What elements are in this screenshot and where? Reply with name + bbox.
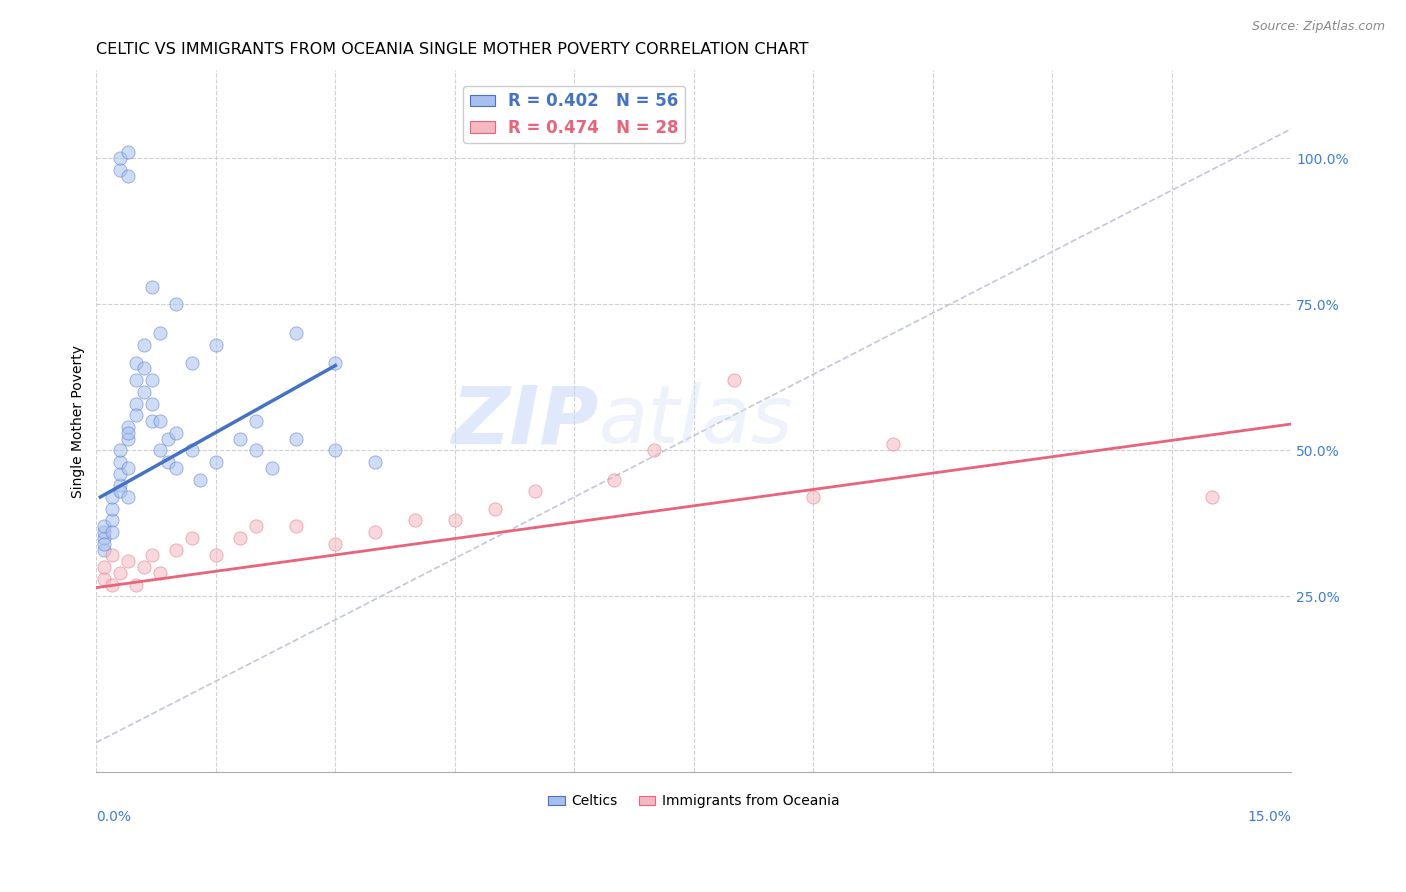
- Point: [134, 361, 156, 376]
- Point: [404, 513, 426, 527]
- Point: [149, 326, 172, 341]
- Point: [484, 501, 506, 516]
- Point: [125, 356, 148, 370]
- Point: [101, 549, 124, 563]
- Point: [117, 420, 139, 434]
- Point: [101, 525, 124, 540]
- Point: [245, 443, 267, 458]
- Point: [101, 577, 124, 591]
- Point: [165, 542, 187, 557]
- Point: [149, 414, 172, 428]
- Point: [149, 566, 172, 580]
- Point: [125, 577, 148, 591]
- Point: [205, 338, 228, 352]
- Point: [117, 460, 139, 475]
- Text: 15.0%: 15.0%: [1247, 810, 1291, 824]
- Point: [643, 443, 665, 458]
- Point: [325, 537, 347, 551]
- Point: [165, 425, 187, 440]
- Point: [245, 519, 267, 533]
- Point: [125, 408, 148, 422]
- Point: [364, 455, 387, 469]
- Point: [117, 145, 139, 160]
- Point: [110, 566, 132, 580]
- Point: [141, 396, 163, 410]
- Point: [205, 549, 228, 563]
- Point: [134, 338, 156, 352]
- Point: [101, 513, 124, 527]
- Point: [157, 455, 180, 469]
- Point: [284, 432, 307, 446]
- Point: [188, 473, 211, 487]
- Point: [93, 542, 115, 557]
- Text: ZIP: ZIP: [451, 382, 598, 460]
- Point: [117, 425, 139, 440]
- Point: [149, 443, 172, 458]
- Point: [141, 373, 163, 387]
- Text: CELTIC VS IMMIGRANTS FROM OCEANIA SINGLE MOTHER POVERTY CORRELATION CHART: CELTIC VS IMMIGRANTS FROM OCEANIA SINGLE…: [97, 42, 808, 57]
- Point: [93, 531, 115, 545]
- Point: [101, 501, 124, 516]
- Point: [181, 443, 204, 458]
- Point: [364, 525, 387, 540]
- Point: [117, 432, 139, 446]
- Point: [181, 356, 204, 370]
- Point: [523, 484, 546, 499]
- Point: [1201, 490, 1223, 504]
- Point: [205, 455, 228, 469]
- Point: [93, 572, 115, 586]
- Point: [325, 356, 347, 370]
- Point: [603, 473, 626, 487]
- Point: [229, 432, 252, 446]
- Point: [110, 151, 132, 165]
- Point: [260, 460, 283, 475]
- Point: [110, 455, 132, 469]
- Point: [93, 525, 115, 540]
- Point: [110, 478, 132, 492]
- Point: [101, 490, 124, 504]
- Point: [157, 432, 180, 446]
- Point: [801, 490, 824, 504]
- Point: [444, 513, 467, 527]
- Point: [117, 490, 139, 504]
- Point: [325, 443, 347, 458]
- Point: [165, 297, 187, 311]
- Point: [93, 560, 115, 574]
- Point: [141, 549, 163, 563]
- Point: [141, 279, 163, 293]
- Point: [125, 396, 148, 410]
- Point: [181, 531, 204, 545]
- Point: [165, 460, 187, 475]
- Point: [93, 519, 115, 533]
- Point: [723, 373, 745, 387]
- Point: [284, 326, 307, 341]
- Text: Source: ZipAtlas.com: Source: ZipAtlas.com: [1251, 20, 1385, 33]
- Point: [229, 531, 252, 545]
- Point: [125, 373, 148, 387]
- Point: [110, 467, 132, 481]
- Point: [110, 443, 132, 458]
- Text: atlas: atlas: [598, 382, 793, 460]
- Point: [882, 437, 904, 451]
- Point: [284, 519, 307, 533]
- Legend: R = 0.402   N = 56, R = 0.474   N = 28: R = 0.402 N = 56, R = 0.474 N = 28: [463, 86, 685, 144]
- Point: [134, 384, 156, 399]
- Point: [117, 554, 139, 568]
- Point: [110, 484, 132, 499]
- Text: 0.0%: 0.0%: [97, 810, 131, 824]
- Y-axis label: Single Mother Poverty: Single Mother Poverty: [72, 344, 86, 498]
- Point: [110, 162, 132, 177]
- Point: [141, 414, 163, 428]
- Point: [117, 169, 139, 183]
- Point: [134, 560, 156, 574]
- Point: [245, 414, 267, 428]
- Point: [93, 537, 115, 551]
